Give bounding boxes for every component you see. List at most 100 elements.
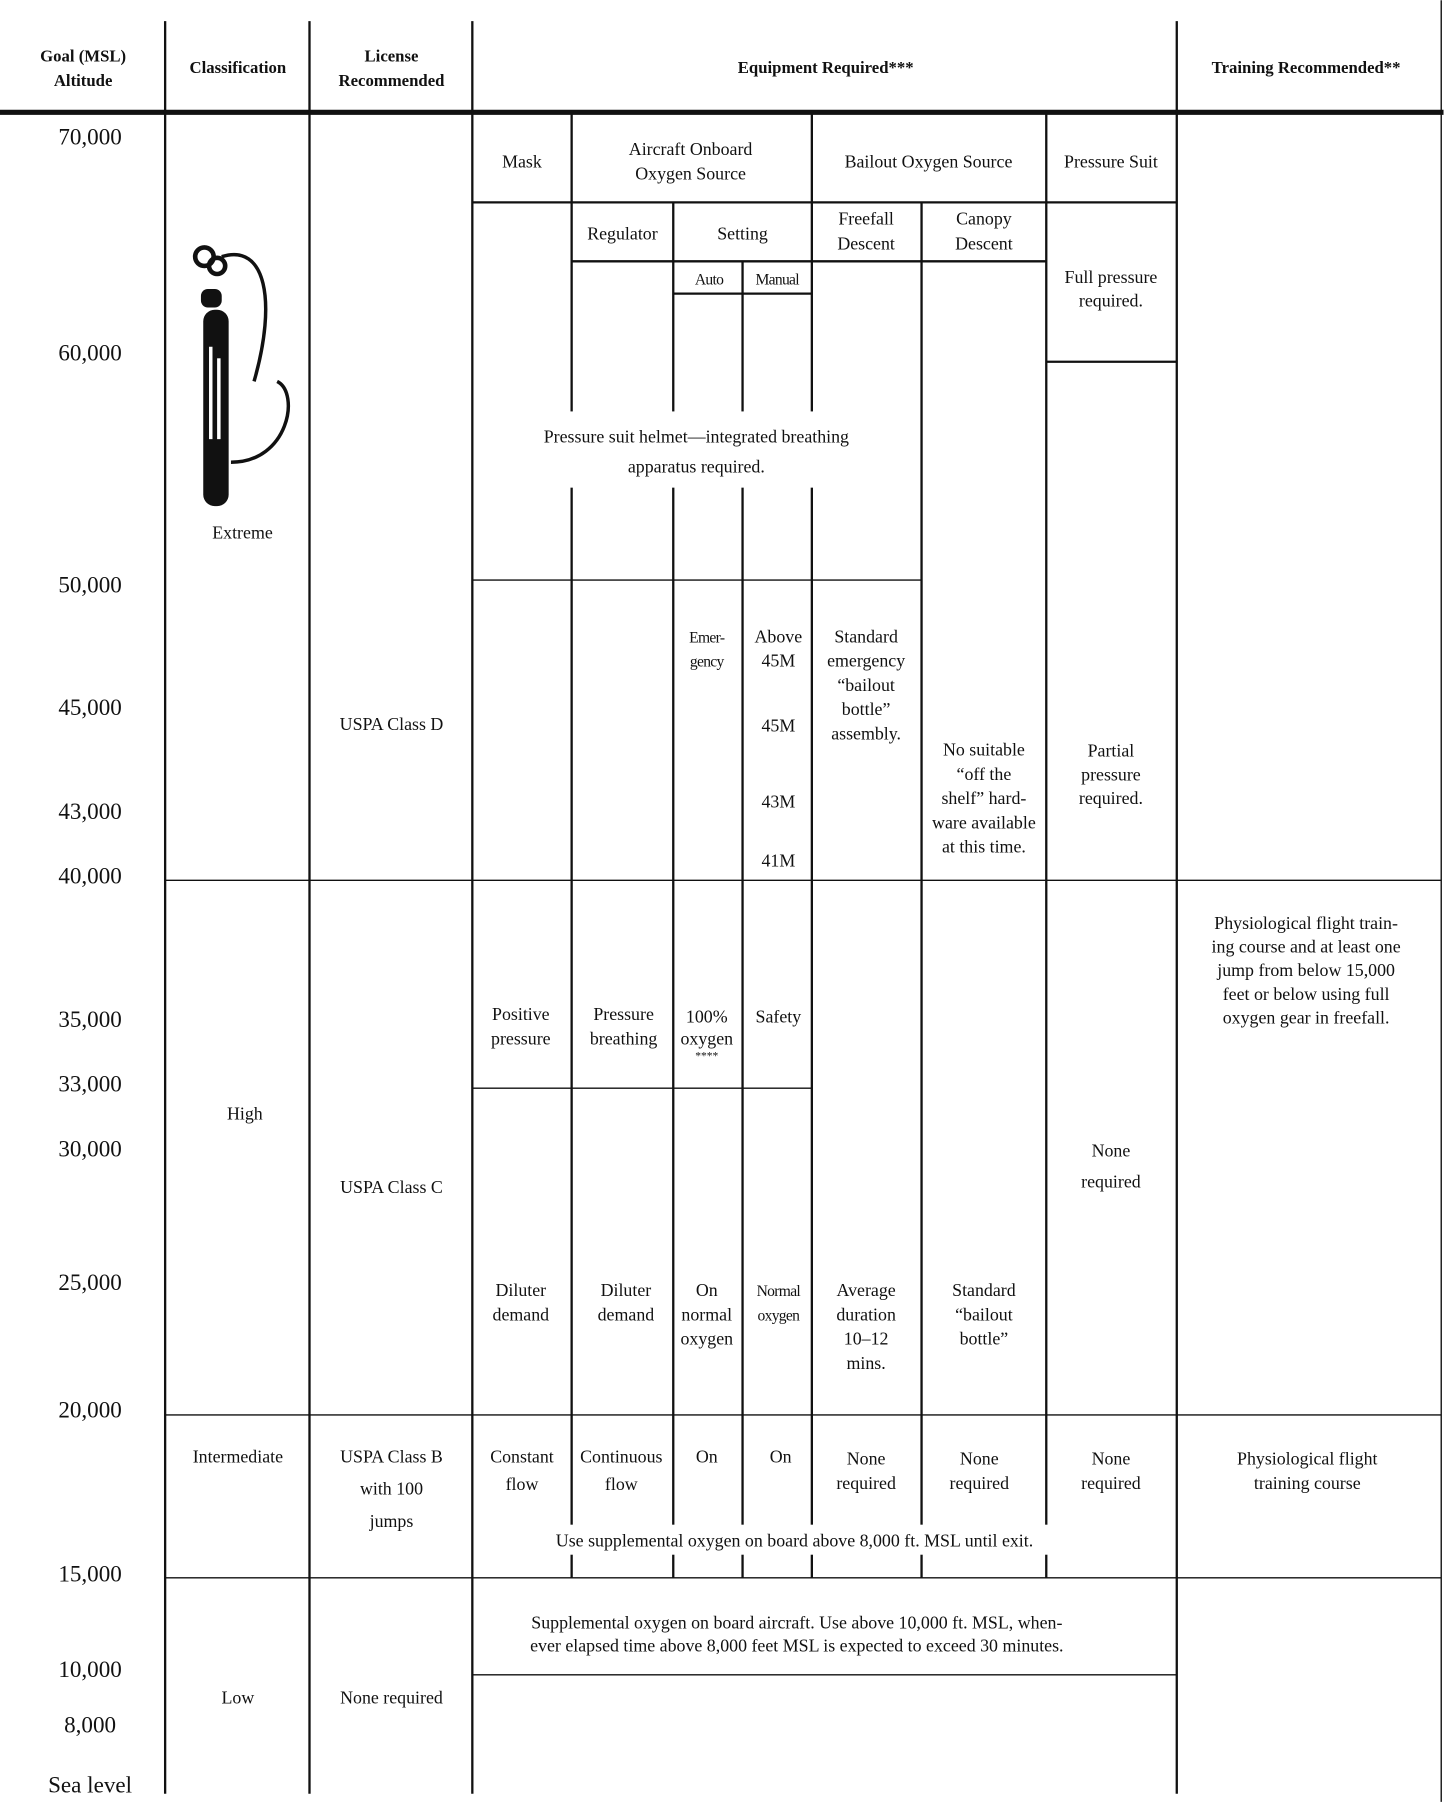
cell-text: 45M [761,651,795,671]
cell-text: Setting [717,223,768,243]
cell-text: Standard [952,1280,1016,1300]
cell-text: 45M [761,715,795,735]
cell-text: feet or below using full [1223,984,1390,1004]
cell-text: On [770,1446,792,1466]
cell-text: “bailout [837,675,895,695]
text-backdrop [513,1524,1086,1555]
cell-text: 35,000 [58,1006,121,1032]
cell-text: Use supplemental oxygen on board above 8… [556,1531,1033,1551]
cell-text: None [847,1449,886,1469]
cell-text: Freefall [838,208,894,228]
cell-text: shelf” hard- [941,788,1026,808]
cell-text: 8,000 [64,1712,116,1738]
cell-text: oxygen [680,1028,733,1048]
cell-text: 45,000 [58,694,121,720]
cell-text: normal [681,1304,732,1324]
cell-text: Oxygen Source [635,163,746,183]
cell-text: Sea level [48,1772,132,1798]
cell-text: required [1081,1473,1141,1493]
cell-text: Auto [695,271,724,288]
cell-text: On [696,1280,718,1300]
cell-text: 43M [761,792,795,812]
cell-text: Normal [757,1283,802,1300]
cell-text: Partial [1088,741,1135,761]
cell-text: Regulator [587,223,658,243]
cell-text: Altitude [54,71,113,90]
cell-text: 10,000 [58,1656,121,1682]
cell-text: apparatus required. [628,457,765,477]
cell-text: Descent [955,234,1013,254]
cell-text: ing course and at least one [1212,936,1401,956]
cell-text: Emer- [689,629,725,646]
cell-text: oxygen [680,1329,733,1349]
cell-text: Positive [492,1004,550,1024]
cell-text: Pressure suit helmet—integrated breathin… [544,427,849,447]
cell-text: breathing [590,1028,658,1048]
cell-text: USPA Class C [340,1177,443,1197]
cell-text: Manual [755,271,800,288]
cell-text: Constant [490,1446,554,1466]
cell-text: Extreme [212,522,273,542]
cell-text: oxygen gear in freefall. [1223,1007,1390,1027]
cell-text: demand [493,1304,550,1324]
cell-text: required. [1079,788,1143,808]
cell-text: “bailout [955,1304,1013,1324]
cell-text: 25,000 [58,1269,121,1295]
cell-text: bottle” [960,1329,1009,1349]
cell-text: **** [695,1050,718,1062]
cell-text: duration [836,1304,896,1324]
cell-text: 30,000 [58,1135,121,1161]
cell-text: On [696,1446,718,1466]
cell-text: with 100 [360,1479,423,1499]
cell-text: Pressure Suit [1064,152,1158,172]
cell-text: 70,000 [58,124,121,150]
cell-text: 15,000 [58,1560,121,1586]
cell-text: assembly. [831,723,901,743]
cell-text: 60,000 [58,340,121,366]
cell-text: Canopy [956,208,1012,228]
oxygen-cylinder-icon [192,245,291,507]
cell-text: License [365,47,419,66]
cell-text: Physiological flight [1237,1449,1378,1469]
cell-text: jumps [369,1511,414,1531]
cell-text: High [227,1103,263,1123]
cell-text: None [960,1449,999,1469]
cell-text: 50,000 [58,572,121,598]
cell-text: Descent [837,234,895,254]
cell-text: demand [598,1304,655,1324]
cell-text: Goal (MSL) [40,47,126,66]
cell-text: 20,000 [58,1396,121,1422]
cell-text: Pressure [593,1004,654,1024]
cell-text: training course [1254,1473,1361,1493]
cell-text: Low [222,1688,255,1708]
cell-text: USPA Class D [340,714,444,734]
cell-text: No suitable [943,740,1025,760]
cell-text: Bailout Oxygen Source [845,152,1013,172]
cell-text: jump from below 15,000 [1216,960,1395,980]
cell-text: 43,000 [58,798,121,824]
cell-text: oxygen [758,1307,801,1324]
cell-text: Recommended [339,71,446,90]
cell-text: Equipment Required*** [738,58,914,77]
cell-text: 41M [761,850,795,870]
cell-text: “off the [957,764,1012,784]
cell-text: required [950,1473,1010,1493]
cell-text: None [1092,1449,1131,1469]
cell-text: Training Recommended** [1212,58,1401,77]
cell-text: Diluter [496,1280,547,1300]
cell-text: required [836,1473,896,1493]
cell-text: required [1081,1171,1141,1191]
cell-text: Mask [502,152,542,172]
cell-text: ware available [932,812,1036,832]
cell-text: bottle” [842,699,891,719]
cell-text: Intermediate [193,1446,283,1466]
cell-text: ever elapsed time above 8,000 feet MSL i… [530,1636,1063,1656]
cell-text: gency [690,654,725,671]
cell-text: USPA Class B [340,1446,443,1466]
text-backdrop [508,411,890,488]
cell-text: Diluter [601,1280,652,1300]
cell-text: Standard [834,626,898,646]
cell-text: at this time. [942,837,1026,857]
